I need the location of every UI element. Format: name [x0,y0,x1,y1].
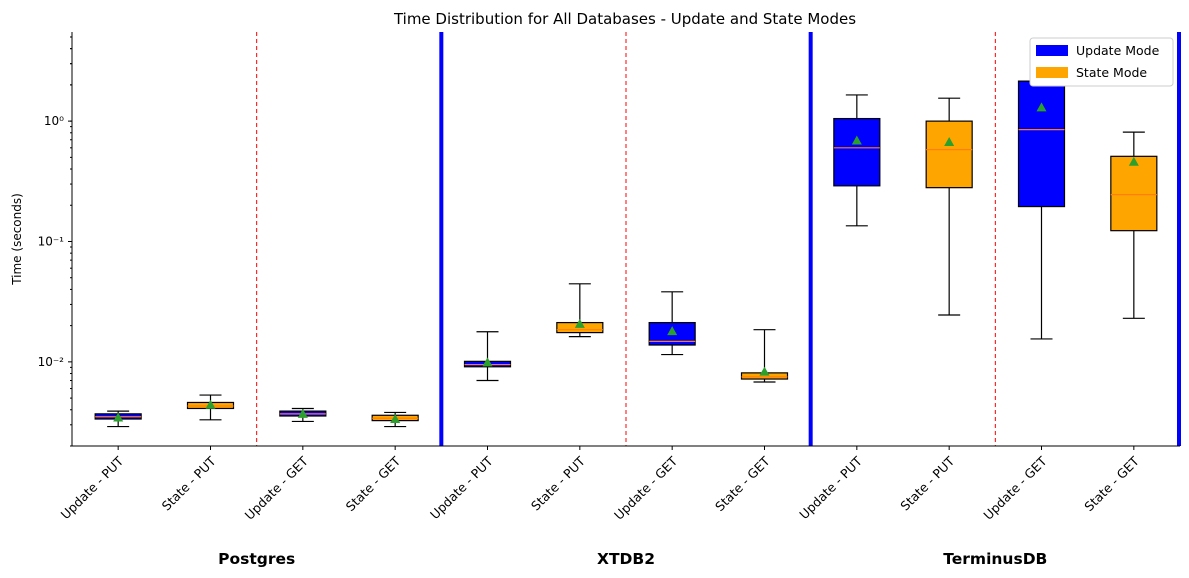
legend-label-update: Update Mode [1076,43,1160,58]
box-8 [833,94,881,227]
group-label: XTDB2 [597,550,655,568]
x-tick-label: State - GET [712,453,773,514]
legend-swatch-state [1036,67,1068,78]
mean-marker [113,412,124,422]
box-5 [556,283,604,338]
box-0 [94,410,142,428]
mean-marker [390,414,401,424]
x-tick-label: Update - GET [611,453,681,523]
y-tick-label: 10⁻¹ [38,234,65,248]
group-labels: Postgres XTDB2 TerminusDB [218,550,1047,568]
y-tick-labels: 10⁻² 10⁻¹ 10⁰ [38,36,72,447]
box-2 [279,407,327,423]
x-tick-label: State - GET [1081,453,1142,514]
mean-marker [759,366,770,376]
y-axis-label: Time (seconds) [10,193,24,286]
box-7 [740,329,789,383]
box-body [1017,80,1066,208]
mean-marker [205,399,216,409]
box-11 [1110,131,1158,319]
box-4 [463,331,512,382]
y-tick-label: 10⁰ [44,114,64,128]
y-tick-label: 10⁻² [38,355,65,369]
mean-marker [297,408,308,418]
legend-swatch-update [1036,45,1068,56]
mean-marker [1128,156,1139,166]
box-3 [371,411,419,428]
x-tick-labels: Update - PUT State - PUT Update - GET State… [58,446,1142,523]
separators-layer [256,32,1181,446]
chart-title: Time Distribution for All Databases - Up… [393,10,856,28]
mean-marker [1036,102,1047,112]
box-body [925,120,973,189]
box-10 [1017,80,1066,340]
x-tick-label: Update - GET [242,453,312,523]
box-9 [925,97,973,316]
box-6 [648,291,696,356]
box-body [1110,155,1158,232]
x-tick-label: State - PUT [897,453,957,513]
x-tick-label: State - PUT [528,453,588,513]
x-tick-label: Update - PUT [796,453,865,522]
box-body [833,117,881,187]
box-1 [186,394,235,421]
x-tick-label: State - PUT [159,453,219,513]
legend: Update Mode State Mode [1029,37,1174,87]
mean-marker [667,326,678,336]
group-label: Postgres [218,550,295,568]
legend-label-state: State Mode [1076,65,1147,80]
mean-marker [482,357,493,367]
x-tick-label: State - GET [343,453,404,514]
x-tick-label: Update - PUT [58,453,127,522]
axes-layer [71,32,1180,447]
mean-marker [851,135,862,145]
mean-marker [574,318,585,328]
x-tick-label: Update - GET [980,453,1050,523]
x-tick-label: Update - PUT [427,453,496,522]
mean-marker [944,137,955,147]
boxes-layer [94,80,1158,428]
group-label: TerminusDB [943,550,1047,568]
